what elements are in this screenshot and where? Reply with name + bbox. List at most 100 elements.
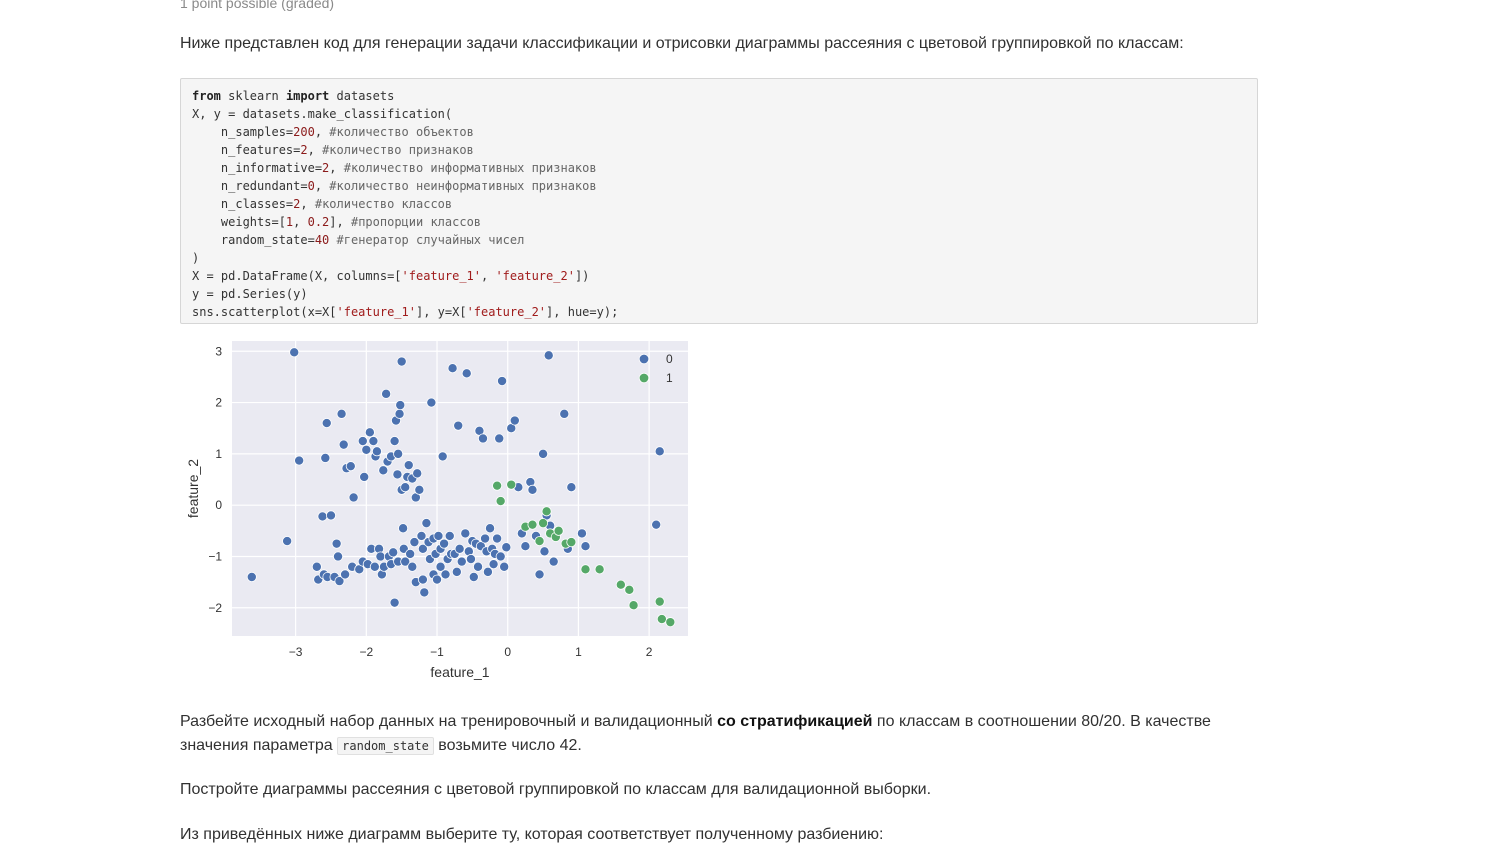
scatter-point-class-0 (333, 551, 344, 562)
code-line-5: n_informative=2, #количество информативн… (192, 161, 597, 175)
scatter-point-class-0 (416, 530, 427, 541)
scatter-point-class-0 (311, 561, 322, 572)
x-tick-label: 0 (504, 645, 511, 659)
legend-marker-0 (638, 353, 650, 365)
scatter-point-class-0 (294, 455, 305, 466)
y-tick-label: −1 (208, 549, 222, 563)
y-tick-label: −2 (208, 601, 222, 615)
scatter-point-class-1 (566, 537, 577, 548)
scatter-point-class-0 (396, 356, 407, 367)
code-line-6: n_redundant=0, #количество неинформативн… (192, 179, 597, 193)
scatter-point-class-1 (654, 596, 665, 607)
x-tick-label: 2 (646, 645, 653, 659)
scatter-point-class-0 (456, 556, 467, 567)
scatter-point-class-1 (656, 614, 667, 625)
scatter-point-class-1 (553, 525, 564, 536)
scatter-point-class-0 (543, 350, 554, 361)
scatter-point-class-0 (494, 433, 505, 444)
code-line-2: X, y = datasets.make_classification( (192, 107, 453, 121)
scatter-point-class-0 (439, 538, 450, 549)
scatter-point-class-0 (388, 547, 399, 558)
scatter-point-class-0 (534, 569, 545, 580)
scatter-point-class-0 (375, 551, 386, 562)
scatter-point-class-0 (371, 446, 382, 457)
scatter-point-class-0 (651, 519, 662, 530)
scatter-point-class-0 (419, 587, 430, 598)
code-line-7: n_classes=2, #количество классов (192, 197, 453, 211)
scatter-chart: −3 −2 −1 0 1 2 −2 −1 0 1 2 3 0 1 feature_1 feature_2 (180, 336, 700, 686)
scatter-point-class-0 (497, 376, 508, 387)
scatter-point-class-0 (357, 436, 368, 447)
y-tick-label: 2 (215, 396, 222, 410)
scatter-point-class-0 (381, 388, 392, 399)
scatter-point-class-0 (361, 444, 372, 455)
scatter-point-class-0 (421, 518, 432, 529)
y-axis-label: feature_2 (185, 459, 201, 518)
x-tick-label: 1 (575, 645, 582, 659)
scatter-point-class-0 (461, 368, 472, 379)
scatter-point-class-0 (539, 546, 550, 557)
scatter-point-class-1 (495, 496, 506, 507)
random-state-code: random_state (337, 737, 434, 755)
scatter-point-class-0 (398, 523, 409, 534)
y-tick-label: 0 (215, 498, 222, 512)
scatter-point-class-0 (538, 448, 549, 459)
scatter-point-class-0 (338, 439, 349, 450)
scatter-point-class-0 (480, 533, 491, 544)
scatter-point-class-0 (403, 460, 414, 471)
scatter-point-class-1 (665, 617, 676, 628)
scatter-point-class-1 (527, 519, 538, 530)
code-line-8: weights=[1, 0.2], #пропорции классов (192, 215, 482, 229)
scatter-point-class-0 (509, 415, 520, 426)
scatter-point-class-0 (566, 482, 577, 493)
y-tick-label: 3 (215, 344, 222, 358)
scatter-point-class-0 (417, 543, 428, 554)
scatter-point-class-0 (520, 541, 531, 552)
code-line-1: from sklearn import datasets (192, 89, 395, 103)
scatter-point-class-0 (437, 451, 448, 462)
scatter-point-class-0 (501, 542, 512, 553)
scatter-point-class-0 (282, 536, 293, 547)
scatter-point-class-1 (534, 536, 545, 547)
scatter-point-class-0 (368, 436, 379, 447)
task-paragraph-1: Разбейте исходный набор данных на тренир… (180, 713, 1211, 755)
scatter-point-class-0 (395, 400, 406, 411)
scatter-point-class-0 (321, 418, 332, 429)
y-tick-label: 1 (215, 447, 222, 461)
code-line-4: n_features=2, #количество признаков (192, 143, 474, 157)
scatter-point-class-1 (492, 480, 503, 491)
intro-text: Ниже представлен код для генерации задач… (180, 35, 1184, 52)
scatter-point-class-1 (628, 600, 639, 611)
task-paragraph-2: Постройте диаграммы рассеяния с цветовой… (180, 781, 932, 798)
scatter-point-class-0 (348, 492, 359, 503)
scatter-point-class-1 (506, 479, 517, 490)
scatter-point-class-0 (465, 554, 476, 565)
scatter-point-class-0 (289, 347, 300, 358)
scatter-point-class-0 (359, 471, 370, 482)
x-tick-label: −1 (430, 645, 444, 659)
code-line-10: ) (192, 251, 200, 265)
scatter-point-class-0 (345, 461, 356, 472)
scatter-point-class-0 (477, 433, 488, 444)
scatter-point-class-0 (444, 530, 455, 541)
scatter-point-class-0 (527, 484, 538, 495)
scatter-point-class-0 (435, 561, 446, 572)
x-tick-label: −2 (359, 645, 373, 659)
scatter-point-class-0 (447, 363, 458, 374)
scatter-point-class-0 (389, 436, 400, 447)
scatter-point-class-0 (400, 556, 411, 567)
scatter-point-class-0 (485, 523, 496, 534)
scatter-point-class-0 (389, 597, 400, 608)
task-paragraph-3: Из приведённых ниже диаграмм выберите ту… (180, 826, 884, 843)
scatter-point-class-0 (393, 448, 404, 459)
scatter-point-class-0 (417, 574, 428, 585)
scatter-point-class-0 (460, 528, 471, 539)
scatter-point-class-0 (412, 468, 423, 479)
code-line-3: n_samples=200, #количество объектов (192, 125, 474, 139)
scatter-point-class-1 (615, 579, 626, 590)
scatter-point-class-0 (331, 538, 342, 549)
scatter-point-class-1 (624, 584, 635, 595)
scatter-point-class-0 (405, 548, 416, 559)
scatter-point-class-0 (495, 551, 506, 562)
scatter-point-class-0 (559, 408, 570, 419)
